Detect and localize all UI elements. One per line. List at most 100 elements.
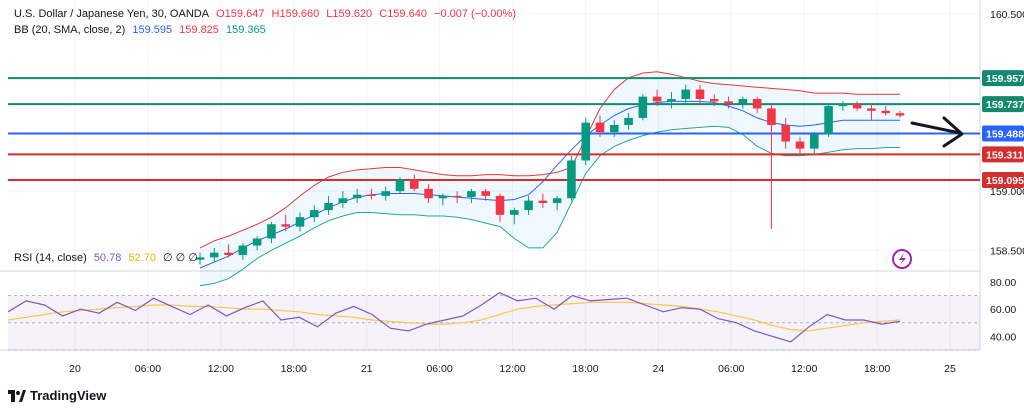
candle-body bbox=[624, 117, 633, 125]
candle-body bbox=[852, 103, 862, 109]
level-tag bbox=[982, 125, 1024, 142]
time-tick-label: 20 bbox=[69, 363, 81, 375]
rsi-tick-label: 40.00 bbox=[990, 331, 1016, 343]
candle-body bbox=[838, 103, 848, 107]
candle-body bbox=[681, 89, 690, 99]
rsi-line bbox=[7, 292, 901, 343]
candle-body bbox=[695, 89, 705, 99]
candle-body bbox=[224, 252, 233, 255]
candle-body bbox=[210, 252, 219, 258]
level-label: 159.488 bbox=[986, 129, 1024, 141]
rsi-tick-label: 60.00 bbox=[990, 304, 1016, 316]
candle-body bbox=[538, 200, 548, 203]
price-tick-label: 159.000 bbox=[990, 186, 1024, 198]
candle-body bbox=[552, 198, 562, 203]
candle-body bbox=[381, 191, 390, 196]
candle-body bbox=[710, 99, 719, 102]
time-tick-label: 06:00 bbox=[135, 363, 161, 375]
time-tick-label: 18:00 bbox=[864, 363, 890, 375]
grid bbox=[0, 0, 981, 351]
lightning-icon[interactable] bbox=[892, 249, 912, 269]
rsi-value: 50.78 bbox=[93, 252, 122, 264]
level-tag bbox=[982, 96, 1024, 113]
tradingview-logo-icon bbox=[8, 389, 26, 402]
level-tag bbox=[982, 70, 1024, 87]
brand-name: TradingView bbox=[30, 388, 107, 403]
bb-basis-value: 159.595 bbox=[132, 24, 173, 36]
time-tick-label: 18:00 bbox=[572, 363, 598, 375]
rsi-tick-label: 80.00 bbox=[990, 277, 1016, 289]
bb-label: BB (20, SMA, close, 2) bbox=[14, 24, 126, 36]
candle-body bbox=[324, 203, 333, 211]
candle-body bbox=[610, 125, 619, 133]
rsi-label: RSI (14, close) bbox=[14, 252, 87, 264]
candle-body bbox=[252, 238, 262, 246]
bb-fill bbox=[200, 71, 900, 286]
candle-body bbox=[438, 195, 448, 199]
candle-body bbox=[352, 194, 362, 199]
candle-body bbox=[581, 122, 590, 161]
bb-upper-value: 159.825 bbox=[179, 24, 219, 36]
level-label: 159.311 bbox=[986, 149, 1024, 161]
candle-body bbox=[267, 224, 276, 239]
candle-body bbox=[238, 245, 248, 255]
horizontal-levels: 159.957 159.737 159.488 159.311 159.095 bbox=[8, 70, 1024, 188]
candles bbox=[195, 84, 905, 265]
candle-body bbox=[781, 125, 790, 142]
time-tick-label: 06:00 bbox=[718, 363, 744, 375]
price-tick-label: 158.500 bbox=[990, 245, 1024, 257]
candle-body bbox=[824, 106, 833, 135]
time-axis: 20 06:00 12:00 18:00 21 06:00 12:00 18:00 24 06:0… bbox=[69, 363, 956, 375]
candle-body bbox=[481, 191, 490, 196]
brand-logo[interactable]: TradingView bbox=[8, 388, 106, 403]
candle-body bbox=[281, 224, 290, 227]
time-tick-label: 24 bbox=[652, 363, 664, 375]
ohlc-legend: U.S. Dollar / Japanese Yen, 30, OANDA O1… bbox=[14, 8, 520, 20]
rsi-legend: RSI (14, close) 50.78 52.70 ∅ ∅ ∅ bbox=[14, 251, 202, 264]
bb-lower-value: 159.365 bbox=[225, 24, 266, 36]
candle-body bbox=[795, 141, 805, 149]
candle-body bbox=[524, 200, 533, 211]
candle-body bbox=[724, 101, 733, 104]
rsi-extra: ∅ ∅ ∅ bbox=[163, 252, 198, 264]
time-tick-label: 12:00 bbox=[791, 363, 817, 375]
close-value: C159.640 bbox=[379, 8, 427, 20]
candle-body bbox=[495, 195, 505, 215]
time-tick-label: 12:00 bbox=[208, 363, 234, 375]
level-tag bbox=[982, 171, 1024, 188]
candle-body bbox=[895, 113, 905, 116]
rsi-ma-value: 52.70 bbox=[128, 252, 156, 264]
time-tick-label: 25 bbox=[944, 363, 956, 375]
time-tick-label: 21 bbox=[361, 363, 373, 375]
candle-body bbox=[467, 191, 476, 198]
candle-body bbox=[867, 108, 876, 111]
time-tick-label: 18:00 bbox=[281, 363, 307, 375]
candle-body bbox=[567, 160, 576, 199]
candle-body bbox=[595, 122, 605, 133]
candle-body bbox=[667, 99, 676, 102]
candle-body bbox=[195, 257, 205, 260]
price-axis: 160.500 159.000 158.500 bbox=[990, 9, 1024, 257]
candle-body bbox=[738, 99, 748, 104]
arrow-annotation bbox=[910, 116, 964, 148]
candle-body bbox=[638, 96, 648, 118]
candle-body bbox=[424, 188, 433, 199]
candle-body bbox=[510, 210, 519, 215]
candle-body bbox=[295, 217, 305, 227]
annotations bbox=[892, 116, 964, 269]
time-tick-label: 12:00 bbox=[499, 363, 525, 375]
change-value: −0.007 (−0.00%) bbox=[434, 8, 516, 20]
level-label: 159.737 bbox=[986, 99, 1024, 111]
high-value: H159.660 bbox=[271, 8, 320, 20]
candle-body bbox=[752, 99, 762, 109]
candle-body bbox=[652, 96, 662, 102]
rsi-pane: 80.00 60.00 40.00 bbox=[7, 277, 1016, 351]
candle-body bbox=[310, 210, 319, 218]
low-value: L159.620 bbox=[326, 8, 373, 20]
candle-body bbox=[881, 110, 890, 114]
level-label: 159.095 bbox=[986, 175, 1024, 187]
candle-body bbox=[338, 198, 348, 203]
bb-legend: BB (20, SMA, close, 2) 159.595 159.825 1… bbox=[14, 24, 270, 36]
candle-body bbox=[367, 194, 376, 196]
price-tick-label: 160.500 bbox=[990, 9, 1024, 21]
